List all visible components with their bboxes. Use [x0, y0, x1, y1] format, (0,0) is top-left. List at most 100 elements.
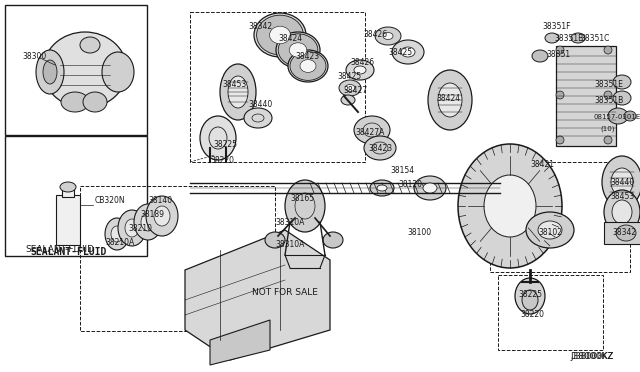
Text: 38351F: 38351F [542, 22, 570, 31]
Ellipse shape [532, 50, 548, 62]
Text: 38425: 38425 [337, 72, 361, 81]
Ellipse shape [346, 60, 374, 80]
Text: 38100: 38100 [407, 228, 431, 237]
Text: 38351B: 38351B [594, 96, 623, 105]
Text: 38453: 38453 [610, 192, 634, 201]
Bar [62, 187, 74, 197]
Text: 38342: 38342 [248, 22, 272, 31]
Text: 38351E: 38351E [594, 80, 623, 89]
Ellipse shape [604, 91, 612, 99]
Ellipse shape [556, 46, 564, 54]
Ellipse shape [61, 92, 89, 112]
Ellipse shape [244, 108, 272, 128]
Ellipse shape [105, 218, 129, 250]
Ellipse shape [228, 76, 248, 108]
Bar [5, 5, 147, 135]
Text: 38310A: 38310A [275, 218, 305, 227]
Ellipse shape [611, 168, 633, 196]
Ellipse shape [134, 204, 162, 240]
Text: CB320N: CB320N [95, 196, 125, 205]
Ellipse shape [571, 33, 585, 43]
Ellipse shape [538, 221, 562, 239]
Ellipse shape [300, 60, 316, 73]
Ellipse shape [257, 15, 303, 55]
Ellipse shape [423, 183, 437, 193]
Text: 38440: 38440 [248, 100, 272, 109]
Ellipse shape [624, 111, 636, 121]
Text: 38440: 38440 [610, 178, 634, 187]
Ellipse shape [522, 290, 538, 310]
Text: 38120: 38120 [398, 180, 422, 189]
Ellipse shape [102, 52, 134, 92]
Bar [604, 222, 640, 244]
Ellipse shape [254, 13, 306, 57]
Text: (10): (10) [600, 126, 614, 132]
Text: 38425: 38425 [388, 48, 412, 57]
Text: 08157-0301E: 08157-0301E [594, 114, 640, 120]
Ellipse shape [364, 136, 396, 160]
Ellipse shape [370, 180, 394, 196]
Ellipse shape [515, 278, 545, 314]
Ellipse shape [602, 156, 640, 208]
Ellipse shape [288, 50, 328, 82]
Text: 38424: 38424 [278, 34, 302, 43]
Ellipse shape [154, 206, 170, 226]
Ellipse shape [220, 64, 256, 120]
Ellipse shape [60, 182, 76, 192]
Ellipse shape [556, 136, 564, 144]
Ellipse shape [438, 83, 462, 117]
Text: 38189: 38189 [140, 210, 164, 219]
Ellipse shape [80, 37, 100, 53]
Ellipse shape [604, 136, 612, 144]
Text: 38165: 38165 [290, 194, 314, 203]
Ellipse shape [526, 212, 574, 248]
Ellipse shape [146, 196, 178, 236]
Ellipse shape [414, 176, 446, 200]
Ellipse shape [383, 32, 393, 39]
Text: 38220: 38220 [210, 156, 234, 165]
Text: J38000KZ: J38000KZ [570, 352, 613, 361]
Ellipse shape [278, 34, 318, 66]
Ellipse shape [556, 91, 564, 99]
Text: 38210A: 38210A [105, 238, 134, 247]
Bar [190, 12, 365, 162]
Text: 38140: 38140 [148, 196, 172, 205]
Ellipse shape [545, 33, 559, 43]
Ellipse shape [276, 32, 320, 68]
Text: 38427A: 38427A [355, 128, 385, 137]
Ellipse shape [613, 75, 631, 89]
Bar [56, 195, 80, 245]
Ellipse shape [341, 95, 355, 105]
Ellipse shape [616, 225, 636, 241]
Ellipse shape [141, 213, 155, 231]
Text: 38351B: 38351B [554, 34, 583, 43]
Polygon shape [185, 230, 330, 360]
Text: 38453: 38453 [222, 80, 246, 89]
Bar [498, 275, 603, 350]
Ellipse shape [345, 84, 355, 92]
Text: 38220: 38220 [520, 310, 544, 319]
Ellipse shape [608, 108, 628, 124]
Ellipse shape [111, 226, 123, 242]
Ellipse shape [401, 47, 415, 57]
Ellipse shape [36, 50, 64, 94]
Bar [490, 162, 630, 272]
Bar [5, 136, 147, 256]
Text: SEALANT-FLUID: SEALANT-FLUID [30, 247, 106, 257]
Text: SEALANT-FLUID: SEALANT-FLUID [25, 245, 94, 254]
Text: NOT FOR SALE: NOT FOR SALE [252, 288, 318, 297]
Bar [80, 186, 275, 331]
Ellipse shape [43, 60, 57, 84]
Ellipse shape [458, 144, 562, 268]
Ellipse shape [269, 26, 291, 44]
Polygon shape [210, 320, 270, 365]
Bar [556, 46, 616, 146]
Ellipse shape [613, 91, 631, 105]
Text: 38225: 38225 [213, 140, 237, 149]
Ellipse shape [612, 200, 632, 224]
Text: 38225: 38225 [518, 290, 542, 299]
Text: 38423: 38423 [368, 144, 392, 153]
Ellipse shape [83, 92, 107, 112]
Text: 38351: 38351 [546, 50, 570, 59]
Ellipse shape [289, 43, 307, 57]
